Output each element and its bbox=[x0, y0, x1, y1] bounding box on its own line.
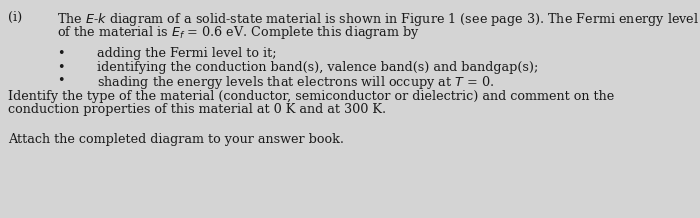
Text: conduction properties of this material at 0 K and at 300 K.: conduction properties of this material a… bbox=[8, 104, 386, 116]
Text: of the material is $E_f$ = 0.6 eV. Complete this diagram by: of the material is $E_f$ = 0.6 eV. Compl… bbox=[57, 24, 420, 41]
Text: •: • bbox=[57, 74, 64, 87]
Text: The $E$-$k$ diagram of a solid-state material is shown in Figure 1 (see page 3).: The $E$-$k$ diagram of a solid-state mat… bbox=[57, 11, 699, 28]
Text: identifying the conduction band(s), valence band(s) and bandgap(s);: identifying the conduction band(s), vale… bbox=[97, 61, 538, 73]
Text: •: • bbox=[57, 61, 64, 73]
Text: (i): (i) bbox=[8, 11, 22, 24]
Text: •: • bbox=[57, 47, 64, 60]
Text: shading the energy levels that electrons will occupy at $T$ = 0.: shading the energy levels that electrons… bbox=[97, 74, 494, 91]
Text: Identify the type of the material (conductor, semiconductor or dielectric) and c: Identify the type of the material (condu… bbox=[8, 90, 615, 103]
Text: adding the Fermi level to it;: adding the Fermi level to it; bbox=[97, 47, 276, 60]
Text: Attach the completed diagram to your answer book.: Attach the completed diagram to your ans… bbox=[8, 133, 344, 146]
